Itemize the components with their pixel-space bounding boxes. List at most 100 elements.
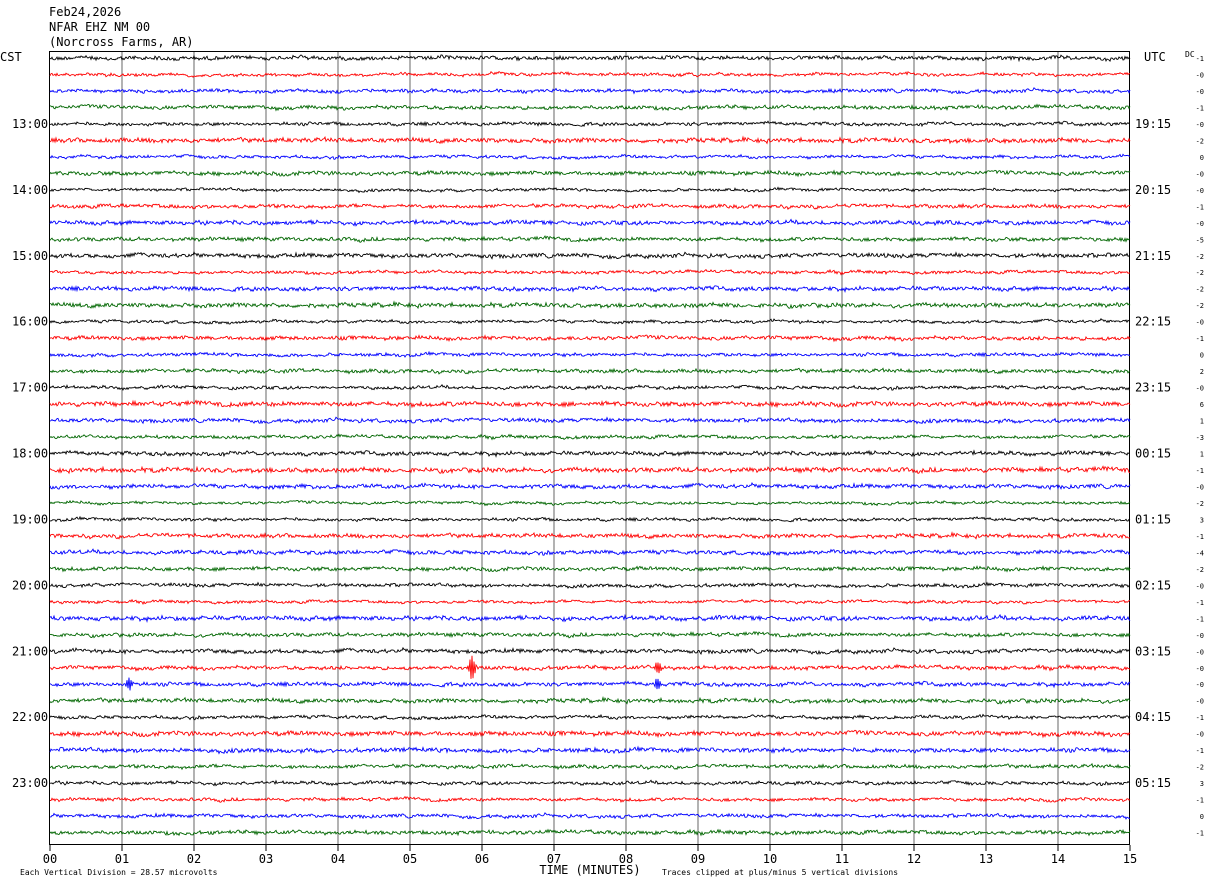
x-tick-label: 06 xyxy=(475,852,489,866)
x-tick-label: 14 xyxy=(1051,852,1065,866)
trace-38 xyxy=(49,677,1131,691)
trace-24 xyxy=(49,449,1130,458)
trace-25 xyxy=(49,465,1131,475)
dc-offset-label: -1 xyxy=(1196,830,1204,838)
trace-18 xyxy=(49,350,1131,359)
x-tick-label: 10 xyxy=(763,852,777,866)
dc-offset-label: 0 xyxy=(1200,813,1204,821)
dc-offset-label: -1 xyxy=(1196,797,1204,805)
dc-offset-label: -0 xyxy=(1196,71,1204,79)
dc-offset-label: -2 xyxy=(1196,500,1204,508)
trace-44 xyxy=(50,779,1131,787)
x-axis-title: TIME (MINUTES) xyxy=(539,863,640,877)
trace-23 xyxy=(49,433,1131,441)
x-tick-label: 00 xyxy=(43,852,57,866)
right-hour-label: 00:15 xyxy=(1135,447,1171,461)
trace-35 xyxy=(49,630,1131,639)
trace-21 xyxy=(49,399,1131,409)
right-hour-label: 05:15 xyxy=(1135,776,1171,790)
dc-offset-label: 0 xyxy=(1200,154,1204,162)
dc-offset-label: -1 xyxy=(1196,615,1204,623)
dc-offset-label: 2 xyxy=(1200,368,1204,376)
x-tick-label: 13 xyxy=(979,852,993,866)
trace-17 xyxy=(49,334,1131,343)
right-hour-label: 04:15 xyxy=(1135,710,1171,724)
x-axis-ticks: 00 01 02 03 04 05 06 07 08 09 10 11 12 13 14 15 xyxy=(43,845,1137,866)
trace-9 xyxy=(49,202,1131,210)
x-tick-label: 15 xyxy=(1123,852,1137,866)
dc-offset-label: -0 xyxy=(1196,170,1204,178)
right-axis-label: UTC xyxy=(1144,50,1166,64)
left-hour-labels: 13:00 14:00 15:00 16:00 17:00 18:00 19:00 20:00… xyxy=(12,117,48,790)
trace-0 xyxy=(49,54,1131,63)
dc-offset-label: -0 xyxy=(1196,121,1204,129)
minute-gridlines xyxy=(121,52,1059,845)
dc-offset-label: 3 xyxy=(1200,516,1204,524)
trace-45 xyxy=(50,795,1131,803)
dc-offset-label: -1 xyxy=(1196,714,1204,722)
trace-10 xyxy=(49,218,1131,227)
dc-offset-label: -1 xyxy=(1196,599,1204,607)
trace-33 xyxy=(49,598,1131,606)
trace-26 xyxy=(49,481,1131,491)
dc-label: DC xyxy=(1185,50,1195,59)
x-tick-label: 08 xyxy=(619,852,633,866)
dc-offset-label: -1 xyxy=(1196,104,1204,112)
dc-offset-label: 3 xyxy=(1200,780,1204,788)
left-hour-label: 20:00 xyxy=(12,578,48,592)
x-tick-label: 01 xyxy=(115,852,129,866)
trace-4 xyxy=(49,120,1131,128)
left-hour-label: 22:00 xyxy=(12,710,48,724)
x-tick-label: 04 xyxy=(331,852,345,866)
left-hour-label: 21:00 xyxy=(12,644,48,658)
header-station: NFAR EHZ NM 00 xyxy=(49,20,150,34)
trace-22 xyxy=(49,416,1131,425)
dc-offset-label: -0 xyxy=(1196,731,1204,739)
left-axis-label: CST xyxy=(0,50,22,64)
trace-40 xyxy=(49,713,1131,721)
x-tick-label: 11 xyxy=(835,852,849,866)
trace-3 xyxy=(49,103,1131,112)
right-hour-label: 19:15 xyxy=(1135,117,1171,131)
trace-43 xyxy=(49,762,1131,771)
trace-32 xyxy=(49,581,1130,590)
dc-offset-label: -1 xyxy=(1196,335,1204,343)
dc-offset-label: -0 xyxy=(1196,88,1204,96)
dc-offset-labels: -1 -0 -0 -1 -0 -2 0 -0 -0 -1 -0 -5 -2 -2 -2 -2 -0 -1 0 2 -0 6… xyxy=(1196,55,1204,838)
dc-offset-label: -2 xyxy=(1196,566,1204,574)
dc-offset-label: -0 xyxy=(1196,681,1204,689)
left-hour-label: 14:00 xyxy=(12,183,48,197)
trace-19 xyxy=(49,367,1131,375)
right-hour-label: 03:15 xyxy=(1135,644,1171,658)
trace-34 xyxy=(49,613,1131,623)
trace-15 xyxy=(49,300,1131,310)
dc-offset-label: -2 xyxy=(1196,302,1204,310)
x-tick-label: 05 xyxy=(403,852,417,866)
trace-14 xyxy=(49,284,1131,294)
dc-offset-label: -0 xyxy=(1196,665,1204,673)
dc-offset-label: -1 xyxy=(1196,467,1204,475)
dc-offset-label: -2 xyxy=(1196,253,1204,261)
trace-20 xyxy=(49,384,1131,391)
dc-offset-label: -0 xyxy=(1196,582,1204,590)
trace-7 xyxy=(49,169,1131,178)
footer-clip-note: Traces clipped at plus/minus 5 vertical … xyxy=(662,868,898,877)
trace-11 xyxy=(49,235,1131,244)
dc-offset-label: -1 xyxy=(1196,55,1204,63)
header-date: Feb24,2026 xyxy=(49,5,121,19)
trace-41 xyxy=(49,729,1131,739)
dc-offset-label: -0 xyxy=(1196,220,1204,228)
x-tick-label: 03 xyxy=(259,852,273,866)
trace-47 xyxy=(49,828,1131,837)
dc-offset-label: -0 xyxy=(1196,698,1204,706)
dc-offset-label: -2 xyxy=(1196,269,1204,277)
trace-28 xyxy=(49,515,1131,523)
dc-offset-label: -2 xyxy=(1196,764,1204,772)
dc-offset-label: -0 xyxy=(1196,385,1204,393)
x-tick-label: 07 xyxy=(547,852,561,866)
trace-12 xyxy=(49,251,1131,260)
dc-offset-label: -1 xyxy=(1196,203,1204,211)
dc-offset-label: -5 xyxy=(1196,236,1204,244)
right-hour-labels: 19:15 20:15 21:15 22:15 23:15 00:15 01:15 02:15… xyxy=(1135,117,1171,790)
